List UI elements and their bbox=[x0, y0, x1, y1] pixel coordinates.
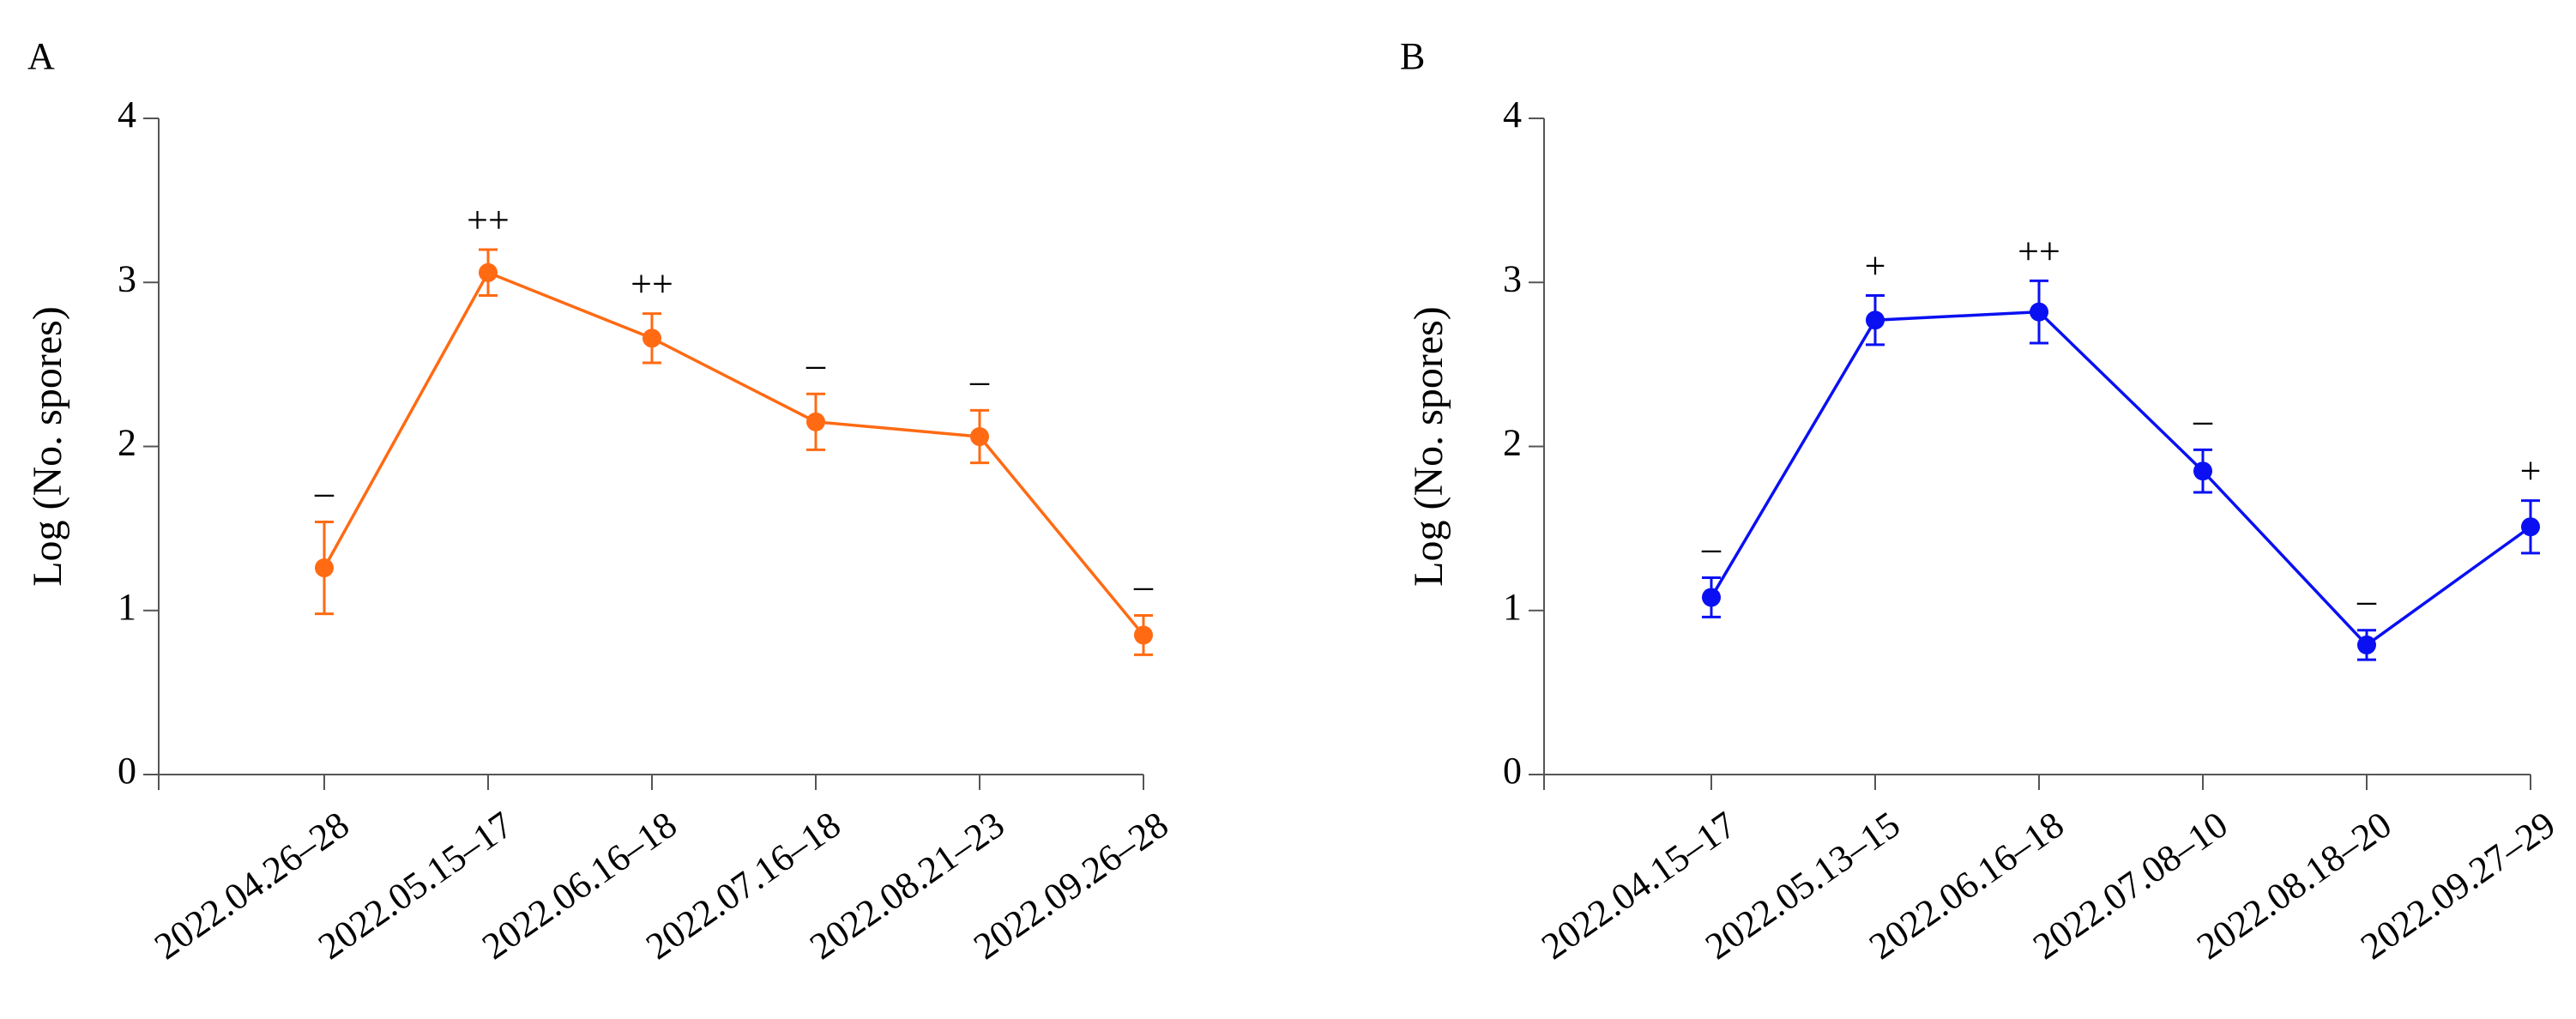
panel-label: B bbox=[1400, 35, 1425, 77]
significance-label: – bbox=[2356, 580, 2377, 622]
y-tick-label: 3 bbox=[1503, 257, 1522, 299]
data-point bbox=[806, 412, 825, 431]
data-point bbox=[2521, 517, 2540, 537]
significance-label: ++ bbox=[2018, 230, 2060, 272]
significance-label: – bbox=[1701, 528, 1722, 570]
significance-label: ++ bbox=[630, 263, 673, 305]
significance-label: + bbox=[2520, 450, 2542, 492]
y-axis-title: Log (No. spores) bbox=[25, 306, 70, 587]
y-tick-label: 4 bbox=[1503, 93, 1522, 136]
y-tick-label: 0 bbox=[118, 750, 136, 792]
data-point bbox=[2193, 461, 2212, 481]
significance-label: – bbox=[805, 343, 826, 385]
significance-label: – bbox=[969, 359, 990, 401]
data-point bbox=[970, 427, 989, 447]
y-tick-label: 2 bbox=[118, 422, 136, 464]
y-tick-label: 1 bbox=[1503, 586, 1522, 628]
y-tick-label: 2 bbox=[1503, 422, 1522, 464]
data-point bbox=[1134, 625, 1153, 645]
data-point bbox=[642, 329, 661, 348]
y-tick-label: 0 bbox=[1503, 750, 1522, 792]
data-point bbox=[1702, 588, 1721, 607]
series-line bbox=[323, 270, 1145, 636]
significance-label: – bbox=[314, 471, 335, 513]
y-axis-title: Log (No. spores) bbox=[1406, 306, 1451, 587]
data-point bbox=[2030, 302, 2048, 322]
significance-label: – bbox=[2193, 399, 2213, 441]
y-tick-label: 4 bbox=[118, 93, 136, 136]
data-point bbox=[1866, 311, 1885, 330]
panel-label: A bbox=[27, 35, 55, 77]
significance-label: – bbox=[1133, 564, 1154, 606]
data-point bbox=[479, 262, 498, 282]
series-line bbox=[1710, 310, 2532, 648]
y-tick-label: 3 bbox=[118, 257, 136, 299]
significance-label: + bbox=[1865, 245, 1886, 287]
y-tick-label: 1 bbox=[118, 586, 136, 628]
significance-label: ++ bbox=[467, 199, 510, 241]
data-point bbox=[315, 558, 334, 578]
data-point bbox=[2357, 635, 2376, 654]
